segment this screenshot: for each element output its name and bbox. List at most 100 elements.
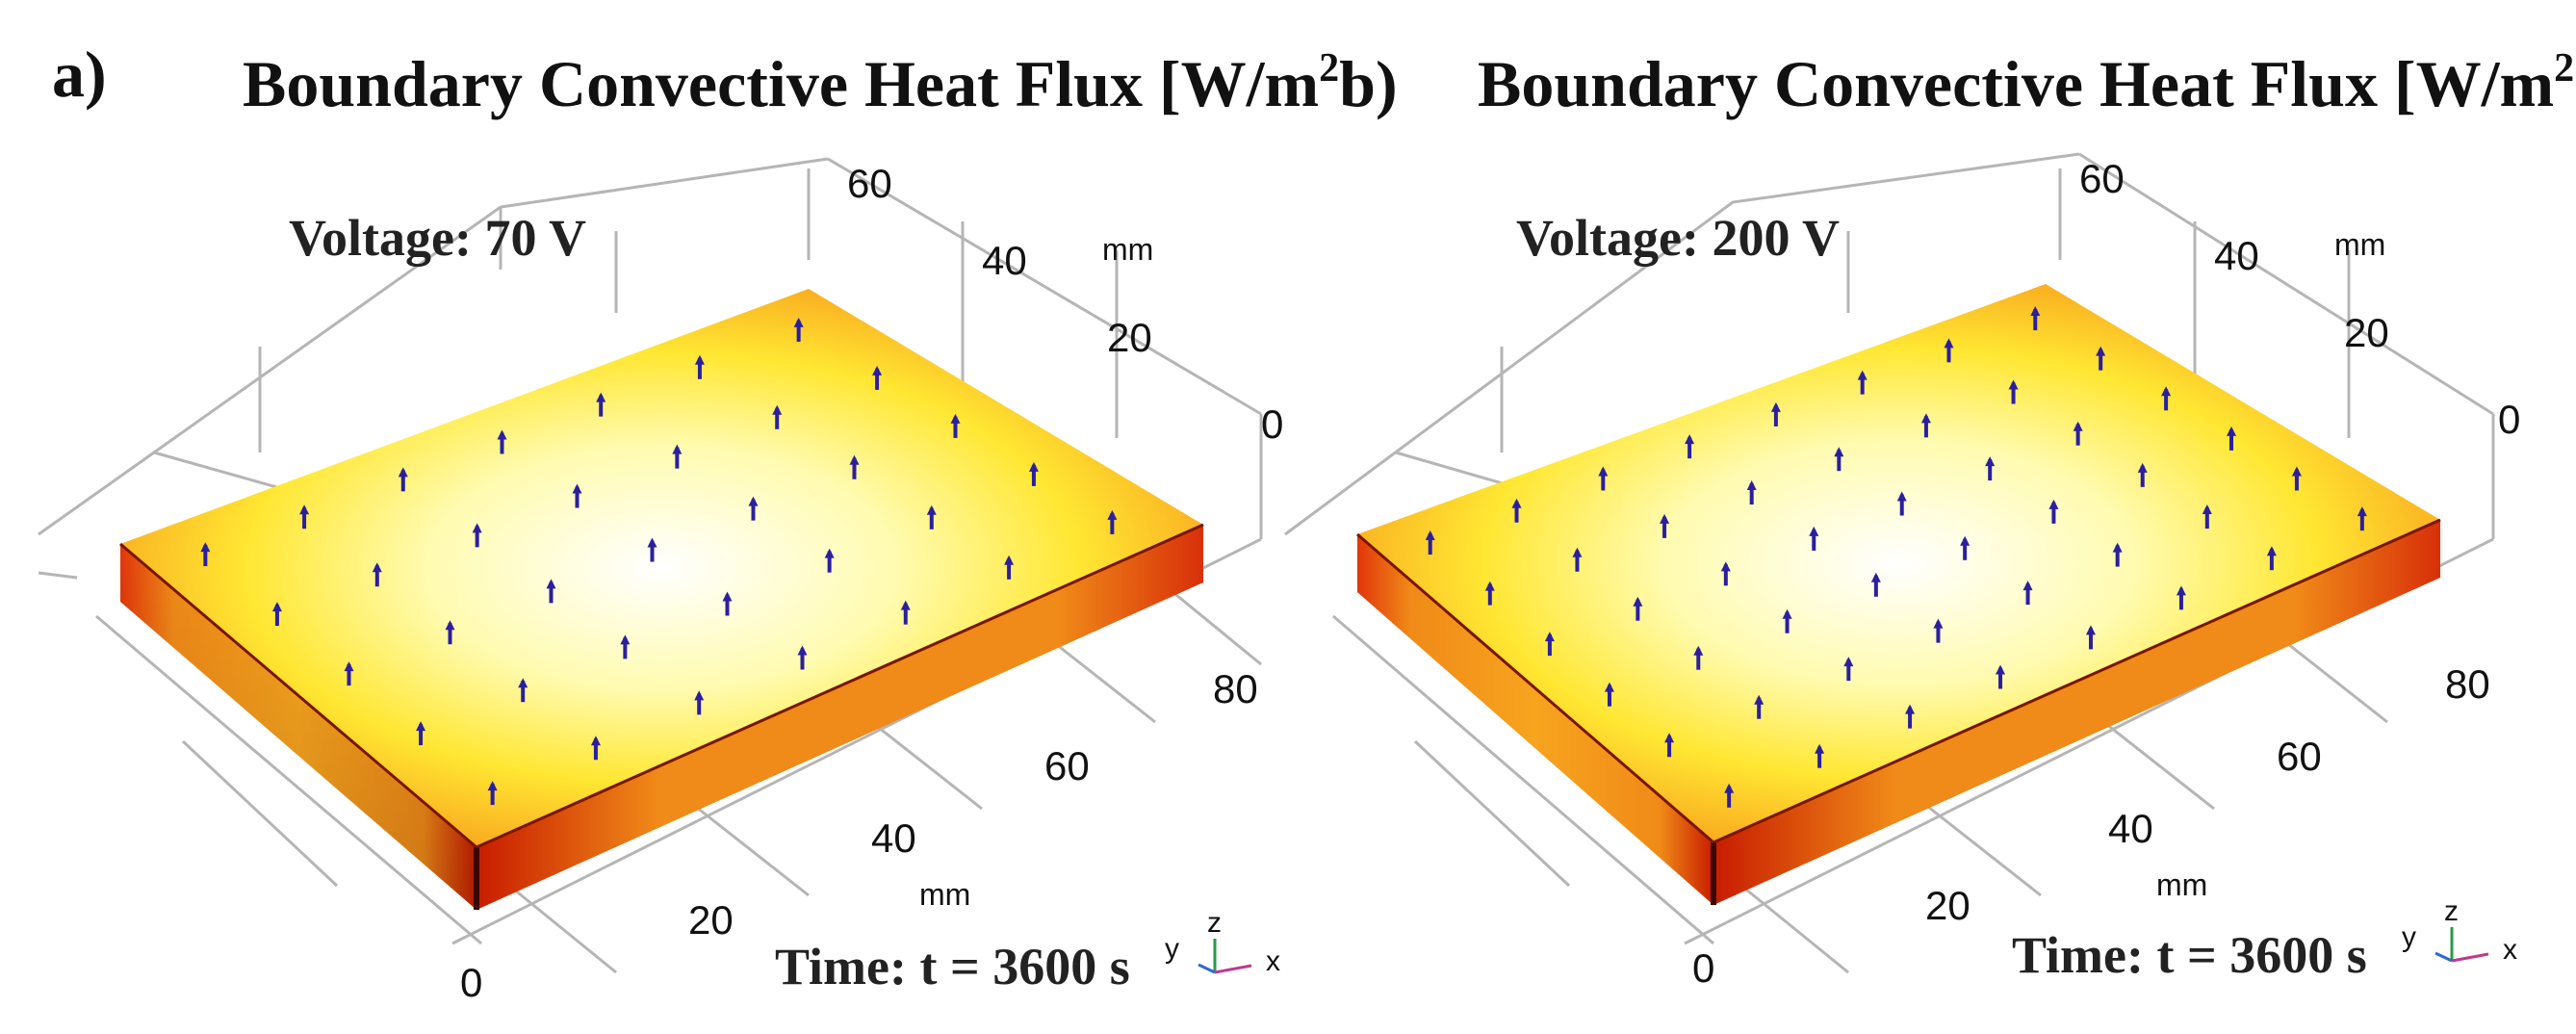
panel-b-flux-arrowhead (2357, 506, 2367, 517)
panel-b-unit-x: mm (2156, 867, 2207, 902)
panel-b-flux-arrowhead (1604, 682, 1614, 692)
panel-a-xtick-40: 40 (871, 815, 916, 861)
panel-b-flux-arrowhead (1484, 581, 1495, 591)
panel-b-flux-arrowhead (1660, 513, 1670, 524)
panel-b-flux-arrowhead (1920, 413, 1931, 424)
panel-a-label: a) (52, 38, 107, 111)
panel-b: Boundary Convective Heat Flux [W/m2] (1284, 46, 2576, 991)
panel-b-flux-arrowhead (2137, 462, 2148, 473)
panel-b-flux-arrows (1425, 306, 2367, 808)
panel-b-flux-arrowhead (1598, 466, 1609, 477)
panel-a-flux-arrowhead (900, 600, 911, 610)
panel-b-flux-arrowhead (2202, 504, 2212, 515)
panel-a-unit-y: mm (1102, 232, 1153, 267)
panel-b-title: Boundary Convective Heat Flux [W/m2] (1478, 46, 2576, 120)
panel-b-flux-arrowhead (1996, 664, 2006, 675)
panel-a-flux-arrowhead (672, 444, 683, 454)
panel-b-flux-arrowhead (2022, 581, 2033, 591)
panel-b-flux-arrowhead (2096, 346, 2106, 356)
panel-b-flux-arrowhead (1905, 704, 1916, 714)
panel-a-flux-arrowhead (1107, 509, 1118, 520)
panel-a-flux-arrowhead (849, 454, 860, 465)
panel-a-flux-arrowhead (647, 537, 657, 548)
panel-a-slab (119, 289, 1204, 910)
panel-a-flux-arrowhead (472, 523, 482, 533)
panel-a-flux-arrowhead (694, 354, 705, 365)
panel-b-xtick-0: 0 (1692, 945, 1714, 991)
panel-a-flux-arrowhead (271, 602, 282, 612)
panel-b-flux-arrowhead (2085, 625, 2096, 635)
panel-a-flux-arrowhead (1004, 555, 1015, 565)
panel-b-flux-arrowhead (1685, 434, 1695, 445)
panel-b-flux-arrowhead (2008, 379, 2019, 390)
panel-b-flux-arrowhead (2176, 585, 2186, 596)
panel-a-flux-arrowhead (299, 504, 310, 515)
panel-b-flux-arrowhead (2073, 421, 2083, 431)
panel-b-flux-arrowhead (2112, 542, 2123, 553)
panel-a-ytick-0: 0 (1261, 401, 1283, 447)
panel-b-flux-arrowhead (1544, 632, 1555, 642)
panel-b-flux-arrowhead (1770, 401, 1781, 412)
panel-b-ytick-0: 0 (2498, 397, 2520, 442)
panel-b-flux-arrowhead (1664, 733, 1675, 743)
panel-b-slab (1356, 284, 2441, 905)
panel-b-flux-arrowhead (2227, 426, 2237, 436)
panel-a-flux-arrowhead (772, 404, 783, 415)
panel-a-ytick-20: 20 (1107, 315, 1152, 360)
panel-b-flux-arrowhead (1809, 526, 1819, 536)
panel-a-ytick-60: 60 (847, 161, 892, 206)
panel-a-flux-arrowhead (824, 548, 835, 558)
panel-b-flux-arrowhead (1720, 561, 1731, 572)
panel-b-voltage: Voltage: 200 V (1516, 209, 1840, 267)
panel-b-flux-arrowhead (1782, 608, 1792, 619)
panel-a-time: Time: t = 3600 s (775, 938, 1130, 995)
panel-b-unit-y: mm (2334, 227, 2385, 262)
panel-b-flux-arrowhead (1425, 530, 1435, 541)
panel-b-flux-arrowhead (1815, 743, 1825, 754)
panel-a: Boundary Convective Heat Flux [W/m2b) (38, 46, 1398, 1005)
panel-a-flux-arrowhead (620, 634, 631, 645)
panel-b-flux-arrowhead (2030, 306, 2041, 317)
panel-b-xtick-80: 80 (2445, 661, 2490, 707)
panel-a-flux-arrowhead (872, 365, 883, 375)
panel-b-flux-arrowhead (1511, 498, 1522, 508)
svg-text:y: y (2402, 921, 2416, 953)
panel-b-flux-arrowhead (1724, 783, 1735, 793)
panel-b-flux-arrowhead (1834, 447, 1844, 457)
panel-b-flux-arrowhead (1896, 491, 1907, 502)
panel-a-flux-arrowhead (546, 579, 556, 589)
panel-b-axis-triad: y z x (2402, 895, 2517, 966)
panel-b-flux-arrowhead (1944, 338, 1954, 349)
svg-text:x: x (1266, 945, 1280, 977)
panel-b-xtick-20: 20 (1925, 883, 1971, 928)
panel-a-xtick-80: 80 (1213, 666, 1258, 711)
panel-a-xtick-20: 20 (688, 897, 734, 943)
panel-a-flux-arrowhead (590, 736, 601, 746)
panel-a-flux-arrowhead (722, 591, 733, 602)
svg-text:y: y (1165, 933, 1179, 965)
panel-b-xtick-40: 40 (2108, 806, 2153, 851)
panel-b-flux-arrowhead (1572, 547, 1583, 557)
panel-a-flux-arrowhead (596, 392, 606, 402)
panel-a-flux-arrowhead (694, 690, 705, 701)
panel-a-flux-arrowhead (398, 467, 408, 478)
svg-text:z: z (2444, 895, 2459, 927)
panel-a-flux-arrowhead (344, 661, 354, 672)
panel-a-flux-arrowhead (797, 645, 808, 656)
panel-a-ytick-40: 40 (982, 238, 1027, 283)
panel-b-flux-arrowhead (1754, 694, 1765, 705)
panel-b-flux-arrowhead (2291, 466, 2302, 477)
panel-b-flux-arrowhead (1746, 480, 1757, 491)
panel-a-flux-arrowhead (445, 620, 455, 631)
panel-a-flux-arrowhead (497, 429, 507, 440)
panel-b-flux-arrowhead (1985, 456, 1996, 467)
panel-b-flux-arrowhead (1693, 645, 1704, 656)
panel-b-flux-arrowhead (2266, 546, 2277, 556)
panel-a-axis-triad: y z x (1165, 907, 1280, 977)
panel-a-xtick-0: 0 (460, 960, 482, 1005)
panel-a-flux-arrowhead (926, 504, 937, 515)
svg-text:x: x (2503, 934, 2517, 966)
panel-a-flux-arrowhead (950, 413, 961, 424)
panel-b-time: Time: t = 3600 s (2012, 926, 2367, 984)
